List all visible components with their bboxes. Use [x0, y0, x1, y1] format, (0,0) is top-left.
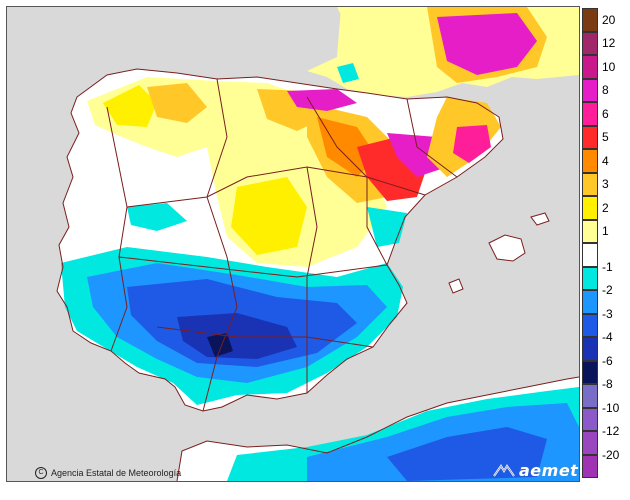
legend-label: -20 — [602, 447, 620, 462]
mallorca-land — [489, 235, 525, 261]
legend-swatch--10 — [582, 407, 598, 431]
legend-label: 20 — [602, 12, 616, 27]
ibiza-land — [449, 279, 463, 293]
legend-swatch--20 — [582, 454, 598, 478]
region-borders — [56, 68, 579, 481]
legend-swatch-12 — [582, 31, 598, 55]
legend-swatch-6 — [582, 102, 598, 126]
legend-swatch-2 — [582, 196, 598, 220]
aemet-logo: aemet — [493, 461, 578, 480]
agency-credit-text: Agencia Estatal de Meteorología — [51, 468, 182, 478]
legend-swatch--8 — [582, 384, 598, 408]
legend-label: -1 — [602, 259, 613, 274]
legend-swatch-4 — [582, 149, 598, 173]
negative-anomalies — [61, 63, 579, 481]
legend-label: 3 — [602, 177, 609, 192]
positive-anomalies — [87, 7, 547, 267]
legend-swatch-1 — [582, 219, 598, 243]
aemet-logo-icon — [493, 463, 515, 477]
legend-label: -10 — [602, 400, 620, 415]
legend-label: -6 — [602, 353, 613, 368]
legend-swatch--3 — [582, 313, 598, 337]
copyright-icon: C — [35, 467, 47, 479]
legend-label: 10 — [602, 59, 616, 74]
legend-swatch-10 — [582, 55, 598, 79]
legend-swatch--1 — [582, 266, 598, 290]
color-legend: 20 12 10 8 6 5 4 3 2 1 -1 -2 -3 -4 -6 -8 -10 -12 -20 — [582, 8, 628, 480]
anomaly-map — [56, 7, 579, 481]
legend-label: 8 — [602, 83, 609, 98]
map-panel: C Agencia Estatal de Meteorología aemet — [6, 6, 580, 482]
agency-credit: C Agencia Estatal de Meteorología — [35, 467, 181, 479]
legend-swatch--6 — [582, 360, 598, 384]
legend-label: 12 — [602, 36, 616, 51]
legend-swatch-3 — [582, 172, 598, 196]
legend-swatch--12 — [582, 431, 598, 455]
legend-swatch-8 — [582, 78, 598, 102]
legend-label: -3 — [602, 306, 613, 321]
legend-label: -12 — [602, 424, 620, 438]
legend-swatch-20 — [582, 8, 598, 32]
legend-label: 1 — [602, 224, 609, 239]
legend-label: 5 — [602, 130, 609, 145]
legend-label: -4 — [602, 330, 613, 344]
legend-swatch-5 — [582, 125, 598, 149]
legend-label: 6 — [602, 106, 609, 121]
legend-label: 2 — [602, 200, 609, 215]
legend-label: -8 — [602, 377, 613, 391]
legend-label: -2 — [602, 283, 613, 297]
aemet-logo-text: aemet — [519, 461, 579, 480]
legend-swatch-neutral — [582, 243, 598, 267]
legend-swatch--2 — [582, 290, 598, 314]
legend-label: 4 — [602, 153, 609, 168]
legend-swatch--4 — [582, 337, 598, 361]
